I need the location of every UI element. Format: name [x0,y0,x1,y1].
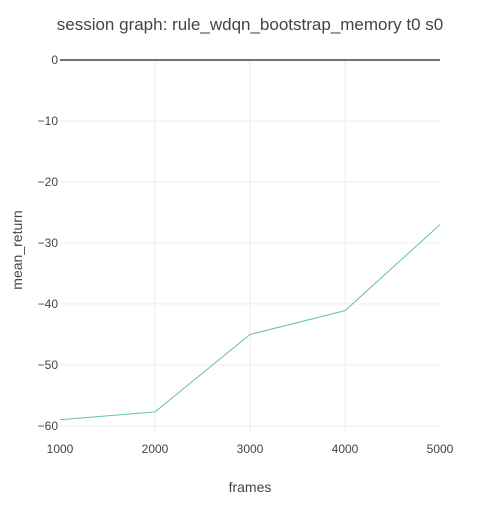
y-axis-label: mean_return [9,210,25,289]
x-axis-label: frames [229,479,272,495]
x-tick-label: 4000 [332,442,359,456]
y-tick-label: −50 [38,358,59,372]
x-tick-label: 1000 [47,442,74,456]
x-tick-label: 5000 [427,442,454,456]
chart-title: session graph: rule_wdqn_bootstrap_memor… [57,15,444,34]
x-tick-label: 3000 [237,442,264,456]
y-tick-label: −30 [38,236,59,250]
y-tick-label: −20 [38,175,59,189]
grid-layer [60,59,440,432]
series-line [59,224,441,421]
y-tick-label: −10 [38,114,59,128]
y-tick-label: −60 [38,419,59,433]
series-layer [59,224,441,421]
y-axis-ticks: 0 −10 −20 −30 −40 −50 −60 [38,53,59,433]
x-axis-ticks: 1000 2000 3000 4000 5000 [47,442,454,456]
x-tick-label: 2000 [142,442,169,456]
y-tick-label: −40 [38,297,59,311]
y-tick-label: 0 [51,53,58,67]
